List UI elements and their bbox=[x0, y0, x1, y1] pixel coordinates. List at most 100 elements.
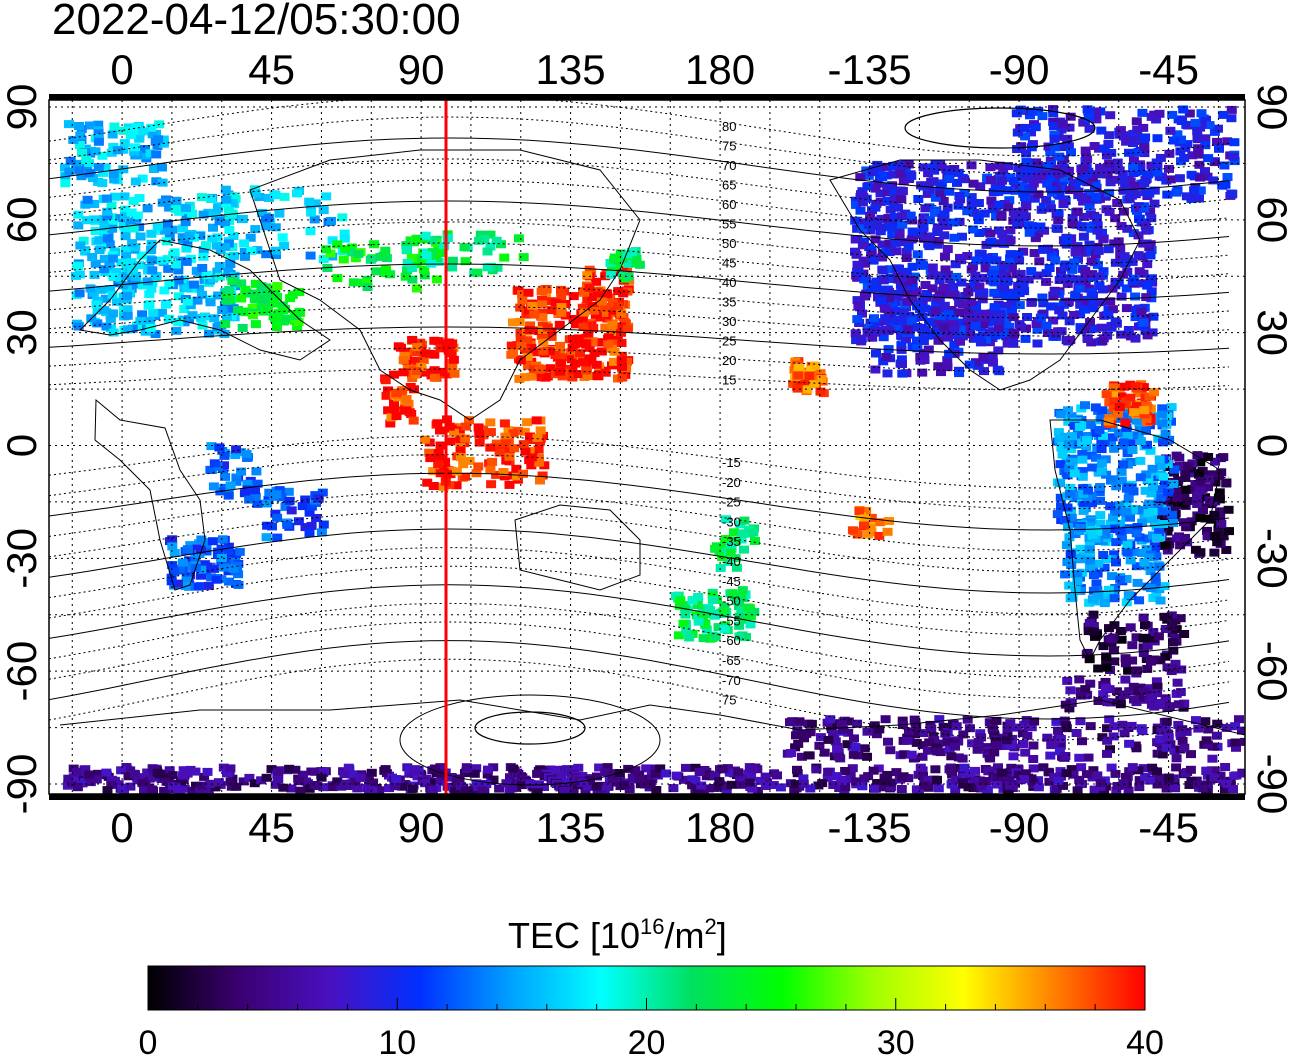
tec-cell bbox=[1222, 779, 1233, 788]
tec-cell bbox=[986, 237, 997, 246]
tec-cell bbox=[1078, 501, 1089, 510]
tec-cell bbox=[968, 179, 979, 188]
tec-cell bbox=[250, 320, 261, 329]
tec-cell bbox=[410, 362, 421, 370]
tec-cell bbox=[619, 318, 630, 327]
tec-cell bbox=[504, 480, 515, 489]
tec-cell bbox=[397, 782, 408, 791]
contour-line bbox=[49, 528, 1230, 594]
tec-cell bbox=[912, 250, 923, 259]
tec-cell bbox=[407, 264, 418, 273]
axis-tick-label: 90 bbox=[398, 804, 445, 851]
tec-cell bbox=[194, 550, 205, 558]
tec-cell bbox=[1212, 538, 1223, 547]
tec-cell bbox=[1072, 207, 1082, 216]
tec-cell bbox=[1216, 468, 1227, 477]
tec-cell bbox=[1152, 780, 1163, 789]
tec-cell bbox=[1021, 158, 1032, 166]
tec-cell bbox=[433, 449, 444, 457]
tec-cell bbox=[952, 178, 962, 187]
tec-cell bbox=[929, 736, 940, 745]
tec-cell bbox=[1216, 519, 1227, 528]
tec-cell bbox=[1178, 105, 1189, 114]
tec-cell bbox=[203, 786, 214, 794]
tec-cell bbox=[1109, 397, 1120, 406]
tec-cell bbox=[698, 634, 709, 643]
tec-cell bbox=[1081, 274, 1091, 283]
tec-cell bbox=[128, 224, 139, 233]
tec-cell bbox=[1065, 336, 1076, 345]
tec-cell bbox=[1200, 134, 1211, 143]
tec-cell bbox=[906, 316, 917, 325]
tec-cell bbox=[1022, 175, 1033, 183]
tec-cell bbox=[790, 780, 801, 789]
tec-cell bbox=[142, 768, 153, 777]
tec-cell bbox=[869, 314, 879, 323]
colorbar-title: TEC [1016/m2] bbox=[508, 914, 727, 956]
tec-cell bbox=[870, 216, 880, 225]
tec-cell bbox=[498, 468, 509, 476]
tec-cell bbox=[1075, 555, 1086, 564]
tec-cell bbox=[270, 191, 281, 200]
tec-cell bbox=[122, 291, 133, 300]
tec-cell bbox=[1095, 511, 1106, 520]
tec-cell bbox=[1013, 770, 1024, 779]
tec-cell bbox=[1180, 466, 1191, 475]
tec-cell bbox=[1080, 266, 1091, 275]
tec-cell bbox=[589, 306, 600, 315]
tec-cell bbox=[101, 194, 112, 203]
tec-cell bbox=[1106, 525, 1117, 534]
tec-cell bbox=[435, 426, 445, 435]
contour-line bbox=[49, 368, 1230, 391]
tec-cell bbox=[224, 286, 235, 294]
tec-cell bbox=[1119, 252, 1130, 261]
tec-cell bbox=[173, 276, 184, 285]
tec-cell bbox=[1139, 687, 1149, 696]
tec-cell bbox=[1048, 117, 1059, 126]
tec-cell bbox=[160, 226, 171, 235]
tec-cell bbox=[852, 267, 863, 276]
tec-cell bbox=[1131, 401, 1142, 410]
tec-cell bbox=[884, 326, 895, 335]
tec-cell bbox=[1173, 720, 1184, 729]
tec-cell bbox=[1053, 726, 1063, 735]
tec-cell bbox=[386, 413, 397, 422]
tec-cell bbox=[597, 297, 607, 306]
tec-cell bbox=[181, 210, 192, 219]
tec-cell bbox=[1196, 109, 1207, 118]
tec-cell bbox=[615, 249, 626, 258]
tec-cell bbox=[220, 319, 231, 328]
tec-cell bbox=[197, 264, 208, 272]
tec-cell bbox=[1128, 129, 1139, 138]
tec-cell bbox=[332, 240, 343, 249]
tec-cell bbox=[1069, 311, 1080, 319]
tec-cell bbox=[1097, 169, 1108, 178]
tec-cell bbox=[1020, 132, 1031, 141]
tec-cell bbox=[579, 288, 590, 297]
tec-cell bbox=[924, 216, 935, 225]
tec-cell bbox=[74, 270, 85, 279]
tec-cell bbox=[238, 307, 249, 316]
tec-cell bbox=[304, 508, 315, 517]
tec-cell bbox=[578, 323, 589, 331]
tec-cell bbox=[1052, 510, 1063, 519]
tec-cell bbox=[1046, 251, 1057, 260]
tec-cell bbox=[134, 194, 145, 203]
tec-cell bbox=[211, 241, 222, 250]
tec-cell bbox=[1077, 467, 1088, 476]
tec-cell bbox=[1032, 325, 1043, 334]
tec-cell bbox=[981, 335, 992, 344]
tec-cell bbox=[603, 340, 614, 349]
tec-cell bbox=[1128, 162, 1139, 171]
tec-cell bbox=[985, 176, 996, 184]
tec-cell bbox=[1176, 135, 1186, 144]
tec-cell bbox=[339, 234, 350, 243]
tec-cell bbox=[556, 359, 566, 368]
tec-cell bbox=[398, 368, 409, 377]
tec-cell bbox=[1110, 769, 1121, 778]
tec-cell bbox=[1044, 777, 1055, 786]
tec-cell bbox=[887, 230, 898, 239]
tec-cell bbox=[317, 488, 328, 497]
tec-cell bbox=[270, 509, 281, 518]
tec-cell bbox=[1058, 168, 1068, 177]
